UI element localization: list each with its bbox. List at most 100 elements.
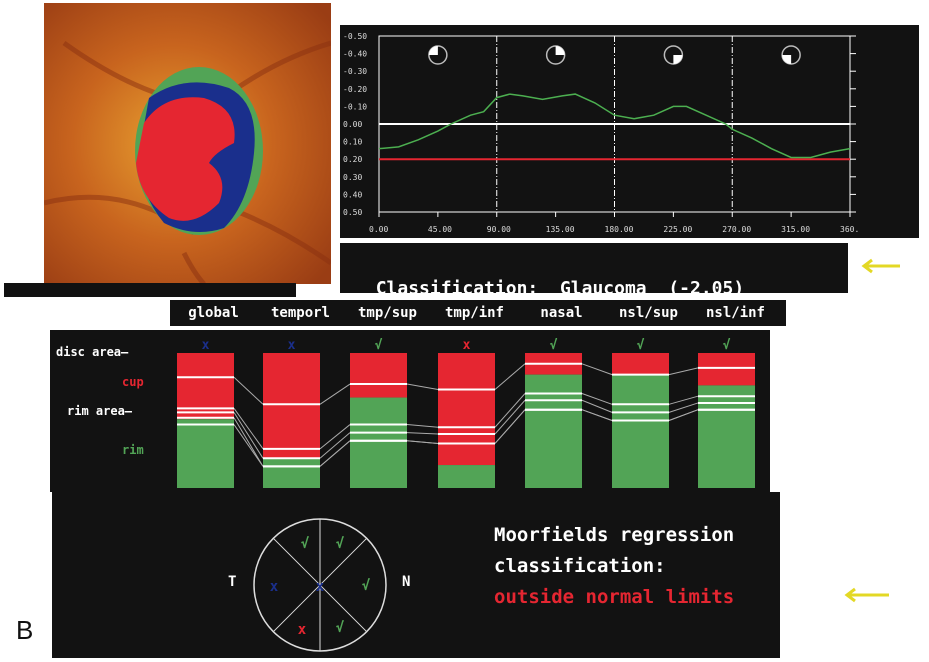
limit-connector — [581, 393, 613, 405]
limit-connector — [668, 395, 699, 405]
y-tick-label: 0.10 — [343, 138, 362, 147]
regression-title-1: Moorfields regression — [494, 524, 735, 546]
sector-header-5: nsl/sup — [618, 305, 678, 321]
regression-sector-mark: √ — [362, 578, 371, 594]
limit-connector — [406, 424, 439, 428]
rim-bar — [177, 419, 234, 488]
x-tick-label: 315.00 — [781, 225, 810, 234]
cup-bar — [350, 353, 407, 398]
rim-bar — [698, 385, 755, 488]
limit-connector — [233, 376, 264, 405]
arrow-icon — [861, 258, 900, 274]
x-tick-label: 0.00 — [369, 225, 388, 234]
sector-header-1: temporl — [270, 305, 330, 321]
sector-header-2: tmp/sup — [357, 305, 417, 321]
limit-connector — [581, 409, 613, 421]
y-tick-label: -0.30 — [343, 67, 367, 76]
label-disc-area: disc area— — [56, 345, 129, 359]
sector-mark: x — [463, 338, 471, 353]
sector-header-4: nasal — [540, 305, 583, 321]
regression-sector-mark: x — [298, 622, 307, 638]
y-tick-label: -0.40 — [343, 50, 367, 59]
fundus-image — [44, 3, 331, 284]
limit-connector — [233, 412, 264, 459]
regression-sector-mark: x — [270, 579, 279, 595]
classification-score: (-2.05) — [668, 278, 745, 299]
temporal-label: T — [228, 574, 237, 590]
limit-connector — [406, 440, 439, 444]
sector-header: global temporl tmp/sup tmp/inf nasal nsl/sup n… — [170, 300, 786, 326]
classification-box: Classification: Glaucoma (-2.05) — [340, 243, 848, 299]
limit-connector — [494, 393, 526, 428]
rim-bar — [263, 458, 320, 488]
regression-result: outside normal limits — [494, 586, 735, 608]
limit-connector — [319, 383, 351, 405]
limit-connector — [319, 432, 351, 459]
sector-bars-panel: x x √ x √ √ √ disc area— cup rim area— rim — [50, 330, 770, 492]
sector-mark: √ — [550, 338, 558, 353]
y-tick-label: -0.10 — [343, 102, 367, 111]
sector-header-0: global — [188, 305, 239, 321]
sector-bars: x x √ x √ √ √ — [177, 338, 755, 488]
quadrant-icon — [781, 45, 801, 65]
cup-bar — [698, 353, 755, 386]
x-tick-label: 90.00 — [487, 225, 511, 234]
x-tick-label: 225.00 — [663, 225, 692, 234]
limit-connector — [668, 402, 699, 413]
x-tick-label: 135.00 — [546, 225, 575, 234]
limit-connector — [319, 424, 351, 450]
x-tick-label: 270.00 — [722, 225, 751, 234]
cup-bar — [438, 353, 495, 466]
limit-connector — [494, 363, 526, 390]
classification-label: Classification: — [375, 278, 539, 299]
limit-connector — [581, 399, 613, 413]
cup-bar — [612, 353, 669, 375]
limit-connector — [233, 424, 264, 467]
rim-bar — [525, 374, 582, 488]
profile-chart-panel: -0.50 -0.40 -0.30 -0.20 -0.10 0.00 0.10 0.20 0.3… — [340, 25, 919, 238]
sector-mark: √ — [375, 338, 383, 353]
rim-bar — [350, 397, 407, 488]
limit-connector — [581, 363, 613, 376]
limit-connector — [406, 383, 439, 390]
regression-panel: √ √ √ √ x x x T N Moorfields regression classi… — [52, 492, 780, 658]
regression-sector-mark: x — [316, 579, 325, 595]
limit-connector — [319, 440, 351, 467]
regression-title-2: classification: — [494, 555, 666, 577]
x-tick-label: 45.00 — [428, 225, 452, 234]
quadrant-icon — [663, 45, 684, 65]
sector-mark: √ — [637, 338, 645, 353]
cup-bar — [263, 353, 320, 459]
nasal-label: N — [402, 574, 411, 590]
quadrant-icon — [545, 45, 566, 65]
limit-connector — [406, 432, 439, 435]
limit-connector — [233, 408, 264, 450]
sector-header-6: nsl/inf — [705, 305, 765, 321]
sector-mark: x — [288, 338, 296, 353]
divider — [272, 537, 368, 633]
y-tick-label: 0.40 — [343, 190, 362, 199]
label-rim-area: rim area— — [67, 404, 133, 418]
y-tick-label: -0.20 — [343, 85, 367, 94]
y-tick-label: 0.20 — [343, 155, 362, 164]
profile-chart: -0.50 -0.40 -0.30 -0.20 -0.10 0.00 0.10 0.20 0.3… — [343, 32, 859, 234]
rim-bar — [612, 374, 669, 488]
quadrant-icon — [428, 45, 448, 65]
y-tick-label: 0.50 — [343, 208, 362, 217]
sector-header-3: tmp/inf — [444, 305, 504, 321]
regression-sector-mark: √ — [336, 536, 345, 552]
y-tick-label: 0.00 — [343, 120, 362, 129]
image-bar — [4, 283, 296, 297]
label-cup: cup — [122, 375, 144, 389]
sector-mark: √ — [723, 338, 731, 353]
sector-mark: x — [202, 338, 210, 353]
rim-bar — [438, 465, 495, 488]
regression-sector-mark: √ — [301, 536, 310, 552]
x-tick-label: 180.00 — [605, 225, 634, 234]
label-rim: rim — [122, 443, 144, 457]
limit-connector — [233, 417, 264, 467]
regression-diagram: √ √ √ √ x x x — [253, 518, 387, 652]
limit-connector — [494, 409, 526, 444]
limit-connector — [668, 409, 699, 421]
limit-connector — [668, 367, 699, 376]
